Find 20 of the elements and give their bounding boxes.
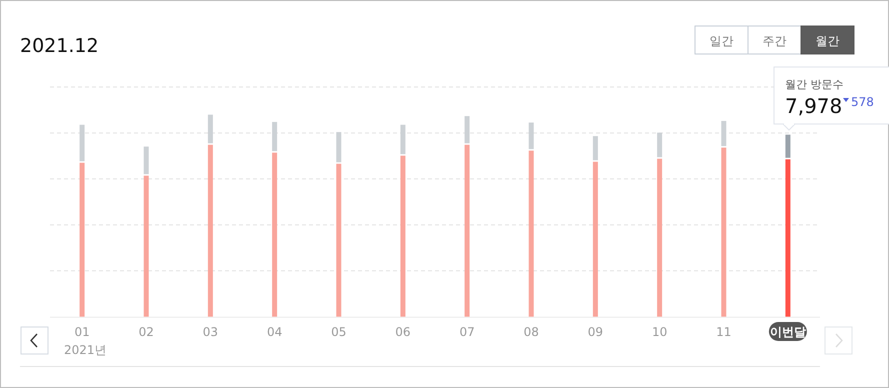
annotation: 7,978 bbox=[785, 94, 842, 118]
x-tick-label: 04 bbox=[266, 325, 282, 339]
x-tick-label: 01 bbox=[74, 325, 90, 339]
text: 월간 방문수 bbox=[785, 78, 844, 91]
x-tick-label: 이번달 bbox=[770, 325, 806, 339]
x-tick-label: 05 bbox=[331, 325, 346, 339]
text: 주간 bbox=[762, 34, 786, 48]
x-tick-label: 08 bbox=[524, 325, 539, 339]
x-tick-label: 10 bbox=[652, 325, 668, 339]
x-tick-label: 06 bbox=[395, 325, 411, 339]
x-tick-label: 07 bbox=[459, 325, 475, 339]
text: 2021년 bbox=[64, 343, 107, 357]
text: 일간 bbox=[710, 34, 734, 48]
text: 578 bbox=[851, 95, 874, 109]
chart-title: 2021.12 bbox=[20, 35, 99, 57]
x-tick-label: 02 bbox=[138, 325, 154, 339]
x-tick-label: 09 bbox=[588, 325, 604, 339]
x-tick-label: 03 bbox=[202, 325, 218, 339]
x-tick-label: 11 bbox=[716, 325, 732, 339]
text: 월간 bbox=[816, 34, 840, 48]
